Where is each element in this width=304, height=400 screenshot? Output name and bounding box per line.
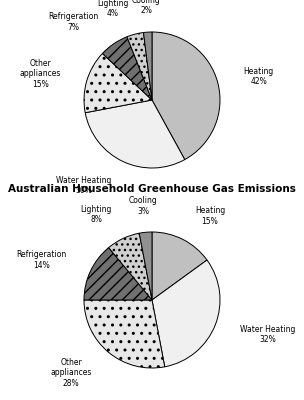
Wedge shape: [152, 232, 207, 300]
Wedge shape: [102, 37, 152, 100]
Text: Lighting
4%: Lighting 4%: [97, 0, 129, 18]
Text: Refrigeration
7%: Refrigeration 7%: [49, 12, 99, 32]
Wedge shape: [84, 248, 152, 300]
Wedge shape: [84, 54, 152, 113]
Title: Australian Household Greenhouse Gas Emissions: Australian Household Greenhouse Gas Emis…: [8, 184, 296, 194]
Text: Cooling
2%: Cooling 2%: [132, 0, 161, 16]
Wedge shape: [143, 32, 152, 100]
Text: Other
appliances
28%: Other appliances 28%: [50, 358, 92, 388]
Text: Lighting
8%: Lighting 8%: [81, 205, 112, 224]
Wedge shape: [139, 232, 152, 300]
Wedge shape: [152, 260, 220, 367]
Text: Heating
15%: Heating 15%: [195, 206, 225, 226]
Wedge shape: [85, 100, 185, 168]
Text: Refrigeration
14%: Refrigeration 14%: [16, 250, 67, 270]
Text: Water Heating
32%: Water Heating 32%: [240, 325, 295, 344]
Text: Heating
42%: Heating 42%: [244, 67, 274, 86]
Text: Other
appliances
15%: Other appliances 15%: [20, 59, 61, 88]
Text: Water Heating
30%: Water Heating 30%: [57, 176, 112, 195]
Wedge shape: [152, 32, 220, 160]
Text: Cooling
3%: Cooling 3%: [129, 196, 157, 216]
Wedge shape: [84, 300, 165, 368]
Wedge shape: [109, 233, 152, 300]
Wedge shape: [127, 32, 152, 100]
